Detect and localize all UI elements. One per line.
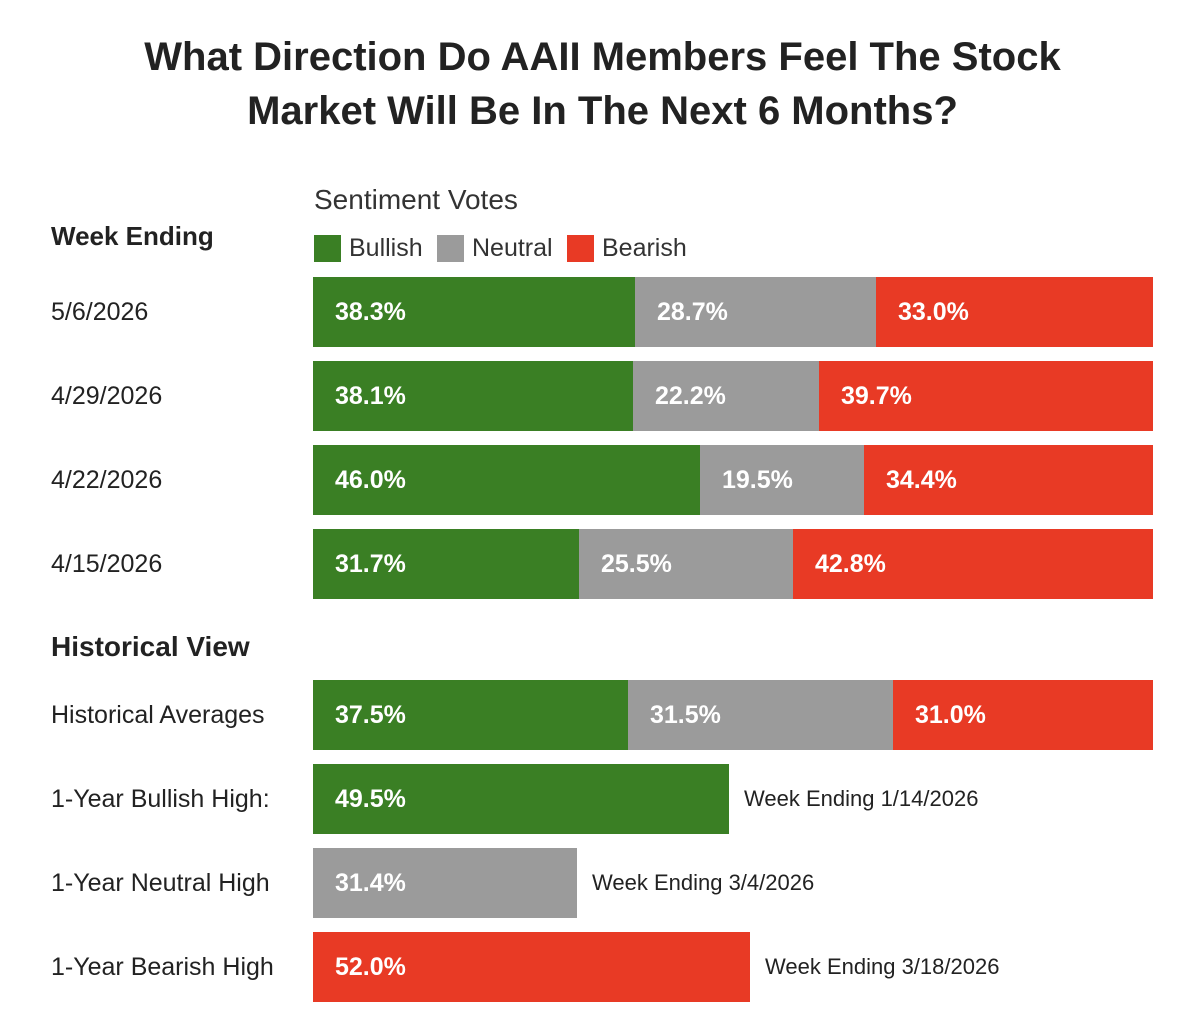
section-label-historical-view: Historical View — [51, 631, 250, 662]
bar-segment-neutral: 22.2% — [633, 361, 819, 431]
legend-label-bullish: Bullish — [349, 233, 423, 262]
bar-row-historical-averages: 37.5% 31.5% 31.0% — [313, 680, 1153, 750]
row-label-week: 4/15/2026 — [51, 550, 163, 578]
high-date-note: Week Ending 3/4/2026 — [592, 870, 815, 895]
bar-row-week: 46.0% 19.5% 34.4% — [313, 445, 1153, 515]
legend-label-neutral: Neutral — [472, 233, 553, 262]
legend-item-bearish: Bearish — [567, 233, 687, 263]
chart-title-line-2: Market Will Be In The Next 6 Months? — [247, 89, 958, 133]
bar-segment-bearish: 39.7% — [819, 361, 1153, 431]
row-label-bearish-high: 1-Year Bearish High — [51, 953, 274, 981]
bar-segment-bullish: 49.5% — [313, 764, 729, 834]
bar-segment-bullish: 37.5% — [313, 680, 628, 750]
bar-segment-neutral: 25.5% — [579, 529, 793, 599]
bar-segment-bearish: 42.8% — [793, 529, 1153, 599]
bar-segment-neutral: 31.4% — [313, 848, 577, 918]
legend-swatch-bullish — [314, 234, 341, 262]
bar-row-bullish-high: 49.5% — [313, 764, 729, 834]
bar-segment-bearish: 52.0% — [313, 932, 750, 1002]
legend-item-bullish: Bullish — [314, 233, 423, 263]
bar-segment-bullish: 38.1% — [313, 361, 633, 431]
bar-segment-neutral: 19.5% — [700, 445, 864, 515]
row-label-week: 4/22/2026 — [51, 466, 163, 494]
chart-title: What Direction Do AAII Members Feel The … — [60, 30, 1145, 138]
legend-item-neutral: Neutral — [437, 233, 553, 263]
bar-row-week: 31.7% 25.5% 42.8% — [313, 529, 1153, 599]
row-label-week: 4/29/2026 — [51, 382, 163, 410]
bar-segment-bearish: 33.0% — [876, 277, 1153, 347]
legend-swatch-neutral — [437, 234, 464, 262]
high-date-note: Week Ending 3/18/2026 — [765, 954, 1000, 979]
row-label-bullish-high: 1-Year Bullish High: — [51, 785, 270, 813]
bar-row-bearish-high: 52.0% — [313, 932, 750, 1002]
bar-segment-neutral: 28.7% — [635, 277, 876, 347]
bar-segment-bearish: 34.4% — [864, 445, 1153, 515]
legend-swatch-bearish — [567, 234, 594, 262]
row-label-week: 5/6/2026 — [51, 298, 149, 326]
bar-row-week: 38.1% 22.2% 39.7% — [313, 361, 1153, 431]
row-label-historical-averages: Historical Averages — [51, 701, 265, 729]
high-date-note: Week Ending 1/14/2026 — [744, 786, 979, 811]
bar-segment-bearish: 31.0% — [893, 680, 1153, 750]
row-label-neutral-high: 1-Year Neutral High — [51, 869, 270, 897]
legend-title: Sentiment Votes — [314, 184, 518, 215]
section-label-week-ending: Week Ending — [51, 221, 214, 251]
bar-row-week: 38.3% 28.7% 33.0% — [313, 277, 1153, 347]
bar-row-neutral-high: 31.4% — [313, 848, 577, 918]
chart-title-line-1: What Direction Do AAII Members Feel The … — [144, 35, 1061, 79]
bar-segment-bullish: 38.3% — [313, 277, 635, 347]
bar-segment-neutral: 31.5% — [628, 680, 893, 750]
legend-label-bearish: Bearish — [602, 233, 687, 262]
bar-segment-bullish: 31.7% — [313, 529, 579, 599]
bar-segment-bullish: 46.0% — [313, 445, 700, 515]
